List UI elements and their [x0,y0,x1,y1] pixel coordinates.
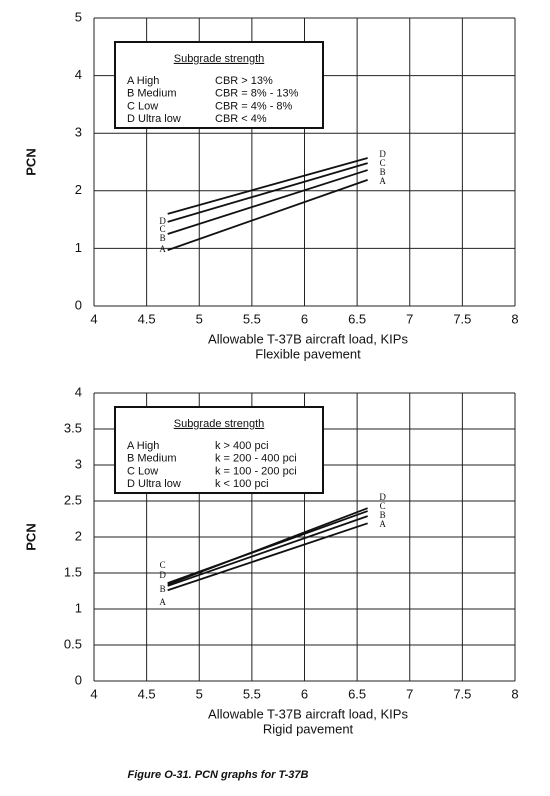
x-tick-label: 7 [406,686,413,701]
legend-title: Subgrade strength [174,418,265,430]
legend-desc: k > 400 pci [215,440,269,452]
y-tick-label: 2.5 [64,492,82,507]
line-label-start: A [159,244,166,254]
y-tick-label: 1 [75,240,82,255]
line [167,169,368,235]
y-tick-label: 3 [75,456,82,471]
line-label-end: C [380,501,386,511]
line-label-end: A [379,176,386,186]
legend-box [114,41,324,129]
x-tick-label: 4 [90,311,97,326]
line [167,522,368,592]
line [167,162,368,223]
x-tick-label: 5 [196,686,203,701]
x-tick-label: 7 [406,311,413,326]
legend-desc: CBR < 4% [215,113,267,125]
line-label-end: A [379,519,386,529]
subtitle: Flexible pavement [255,346,361,361]
legend-desc: k < 100 pci [215,478,269,490]
x-tick-label: 6 [301,686,308,701]
x-tick-label: 5.5 [243,686,261,701]
line-label-start: C [160,560,166,570]
line [167,515,368,587]
x-tick-label: 6.5 [348,686,366,701]
line-label-end: C [380,158,386,168]
x-tick-label: 4.5 [138,686,156,701]
x-tick-label: 8 [511,311,518,326]
y-tick-label: 0 [75,297,82,312]
y-tick-label: 4 [75,384,82,399]
line-label-start: B [160,584,166,594]
legend-desc: CBR > 13% [215,75,273,87]
line-label-start: C [160,224,166,234]
y-tick-label: 0.5 [64,636,82,651]
legend-title: Subgrade strength [174,53,265,65]
x-tick-label: 5.5 [243,311,261,326]
line [167,507,368,586]
y-tick-label: 2 [75,528,82,543]
legend-label: C Low [127,465,158,477]
x-axis-label: Allowable T-37B aircraft load, KIPs [208,706,408,721]
y-tick-label: 2 [75,182,82,197]
y-axis-label: PCN [23,148,38,175]
legend-desc: CBR = 4% - 8% [215,100,293,112]
legend-desc: k = 100 - 200 pci [215,465,297,477]
line-label-end: D [379,492,386,502]
y-tick-label: 3 [75,125,82,140]
line-label-end: B [380,510,386,520]
line-label-start: D [159,216,166,226]
y-tick-label: 3.5 [64,420,82,435]
line-label-end: B [380,167,386,177]
x-tick-label: 5 [196,311,203,326]
x-tick-label: 7.5 [453,311,471,326]
line-label-start: D [159,570,166,580]
line-label-start: A [159,597,166,607]
legend-label: D Ultra low [127,113,181,125]
y-tick-label: 5 [75,9,82,24]
subtitle: Rigid pavement [263,721,354,736]
legend-desc: CBR = 8% - 13% [215,88,299,100]
line-label-start: B [160,233,166,243]
x-tick-label: 6 [301,311,308,326]
x-tick-label: 7.5 [453,686,471,701]
legend-label: C Low [127,100,158,112]
legend-box [114,406,324,494]
x-tick-label: 4.5 [138,311,156,326]
line-label-end: D [379,149,386,159]
x-tick-label: 8 [511,686,518,701]
x-axis-label: Allowable T-37B aircraft load, KIPs [208,331,408,346]
x-tick-label: 4 [90,686,97,701]
y-tick-label: 0 [75,672,82,687]
y-tick-label: 4 [75,67,82,82]
legend-label: D Ultra low [127,478,181,490]
legend-label: A High [127,440,159,452]
y-axis-label: PCN [23,523,38,550]
x-tick-label: 6.5 [348,311,366,326]
y-tick-label: 1 [75,600,82,615]
legend-label: B Medium [127,453,177,465]
legend-label: B Medium [127,88,177,100]
y-tick-label: 1.5 [64,564,82,579]
caption: Figure O-31. PCN graphs for T-37B [128,769,309,781]
legend-label: A High [127,75,159,87]
line [167,179,368,251]
line [167,157,368,215]
legend-desc: k = 200 - 400 pci [215,453,297,465]
